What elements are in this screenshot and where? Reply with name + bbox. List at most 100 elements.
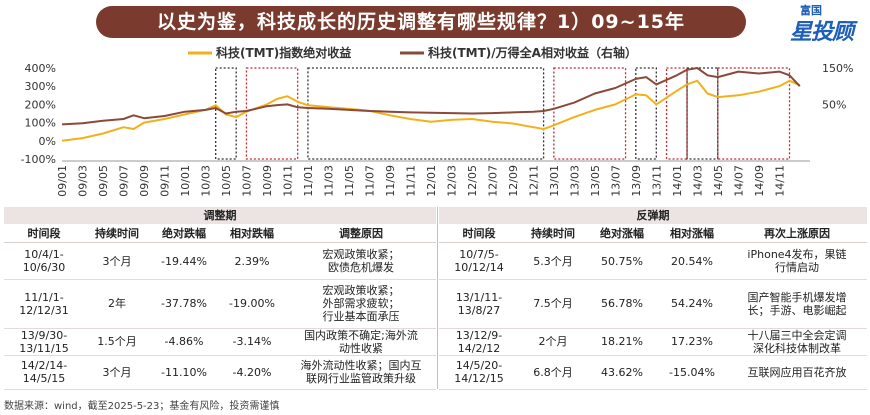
x-axis-tick: 11/09 [384,165,397,197]
x-axis-tick: 12/11 [527,165,540,197]
table-cell-period: 11/1/1- 12/12/31 [4,291,84,317]
cell-line: 12/12/31 [19,303,69,317]
x-axis-tick: 13/01 [548,165,561,197]
cell-line: 长；手游、电影崛起 [747,303,847,317]
logo-line1: 富国 [800,4,822,17]
table-cell-period: 14/2/14- 14/5/15 [4,359,84,385]
adjust-table-header: 时间段 持续时间 绝对跌幅 相对跌幅 调整原因 [4,224,436,243]
cell-line: -37.78% [161,297,207,310]
cell-line: 10/6/30 [22,261,66,274]
column-header: 相对跌幅 [230,227,274,240]
x-axis-tick: 12/09 [507,165,520,197]
table-cell-abs: 43.62% [587,366,657,379]
column-header: 持续时间 [531,227,575,240]
table-cell-abs: 18.21% [587,335,657,348]
rebound-table-header: 时间段 持续时间 绝对涨幅 相对涨幅 再次上涨原因 [439,224,867,243]
adjust-period-box [635,67,657,160]
cell-line: -11.10% [161,365,207,379]
cell-line: 54.24% [671,297,713,310]
x-axis-tick: 14/11 [773,165,786,197]
table-cell-rel: 17.23% [657,335,727,348]
x-axis-tick: 13/09 [630,165,643,197]
cell-line: 6.8个月 [533,365,573,379]
x-axis-tick: 11/07 [363,165,376,197]
table-cell-rel: 20.54% [657,255,727,268]
cell-line: 宏观政策收紧； [322,284,400,297]
cell-line: 17.23% [671,335,713,348]
cell-line: 十八届三中全会定调 [747,329,847,342]
cell-line: 43.62% [601,365,643,379]
cell-line: -4.86% [164,335,204,348]
table-cell-period: 13/1/11- 13/8/27 [439,291,519,317]
cell-line: 10/12/14 [454,261,504,274]
brand-logo: 富国 星投顾 [776,2,864,45]
cell-line: 7.5个月 [533,297,573,310]
x-axis-tick: 09/09 [138,165,151,197]
table-cell-period: 13/12/9- 14/2/12 [439,329,519,355]
right-axis-tick: 150% [822,62,853,75]
x-axis-tick: 09/05 [97,165,110,197]
left-axis-tick: 400% [25,62,56,75]
x-axis-tick: 10/05 [220,165,233,197]
x-axis-tick: 10/03 [199,165,212,197]
table-cell-duration: 7.5个月 [519,297,587,310]
cell-line: 国内政策不确定;海外流 [304,329,418,342]
left-axis-tick: 300% [25,80,56,93]
table-cell-abs: -11.10% [150,366,218,379]
table-cell-reason: iPhone4发布，果链 行情启动 [727,248,867,274]
x-axis-tick: 14/05 [712,165,725,197]
cell-line: 1.5个月 [97,335,137,348]
cell-line: 13/1/11- [455,290,503,304]
table-cell-reason: 宏观政策收紧； 外部需求疲软； 行业基本面承压 [286,284,436,323]
left-axis-tick: 0% [39,135,56,148]
x-axis-tick: 10/07 [240,165,253,197]
cell-line: -19.00% [229,297,275,310]
cell-line: -15.04% [669,365,715,379]
cell-line: -4.20% [232,365,272,379]
cell-line: -19.44% [161,254,207,268]
table-cell-reason: 国产智能手机爆发增 长；手游、电影崛起 [727,291,867,317]
table-cell-duration: 3个月 [84,366,150,379]
table-cell-abs: 56.78% [587,297,657,310]
table-row: 10/7/5- 10/12/14 5.3个月 50.75% 20.54% iPhone4发… [439,243,867,280]
column-header: 时间段 [27,227,61,240]
cell-line: 国产智能手机爆发增 [747,290,847,304]
table-cell-duration: 6.8个月 [519,366,587,379]
legend-label-absolute: 科技(TMT)指数绝对收益 [216,45,351,60]
cell-line: 13/9/30- [20,329,68,342]
table-row: 14/2/14- 14/5/15 3个月 -11.10% -4.20% 海外流动性收紧；国… [4,355,436,390]
rebound-period-box [553,67,627,160]
column-header: 绝对涨幅 [600,227,644,240]
x-axis-tick: 14/09 [753,165,766,197]
column-header: 持续时间 [95,227,139,240]
table-cell-reason: 互联网应用百花齐放 [727,366,867,379]
x-axis-tick: 12/01 [425,165,438,197]
adjust-table-title: 调整期 [4,207,436,224]
table-row: 13/1/11- 13/8/27 7.5个月 56.78% 54.24% 国产智能手机爆发… [439,279,867,329]
logo-line2: 星投顾 [790,20,854,45]
cell-line: 10/4/1- [24,248,64,261]
cell-line: 宏观政策收紧； [322,248,400,261]
cell-line: 深化科技体制改革 [753,342,841,355]
x-axis-tick: 09/01 [56,165,69,197]
table-row: 11/1/1- 12/12/31 2年 -37.78% -19.00% 宏观政策收紧； 外部… [4,279,436,329]
table-cell-abs: -4.86% [150,335,218,348]
table-cell-abs: 50.75% [587,255,657,268]
cell-line: 3个月 [102,365,132,379]
x-axis-tick: 12/03 [445,165,458,197]
x-axis-tick: 13/03 [568,165,581,197]
cell-line: 14/5/20- [455,359,503,372]
left-axis-tick: 200% [25,98,56,111]
x-axis-tick: 09/11 [158,165,171,197]
rebound-table: 反弹期 时间段 持续时间 绝对涨幅 相对涨幅 再次上涨原因 10/7/5- 10/12/1… [439,207,867,390]
table-cell-reason: 国内政策不确定;海外流 动性收紧 [286,329,436,355]
cell-line: 13/11/15 [19,342,69,355]
x-axis-tick: 11/11 [404,165,417,197]
cell-line: 14/5/15 [22,372,66,385]
table-cell-reason: 宏观政策收紧； 欧债危机爆发 [286,248,436,274]
table-divider [437,207,438,389]
cell-line: 11/1/1- [24,290,64,304]
table-cell-duration: 3个月 [84,255,150,268]
cell-line: 14/12/15 [454,372,504,385]
cell-line: 行情启动 [775,261,819,274]
